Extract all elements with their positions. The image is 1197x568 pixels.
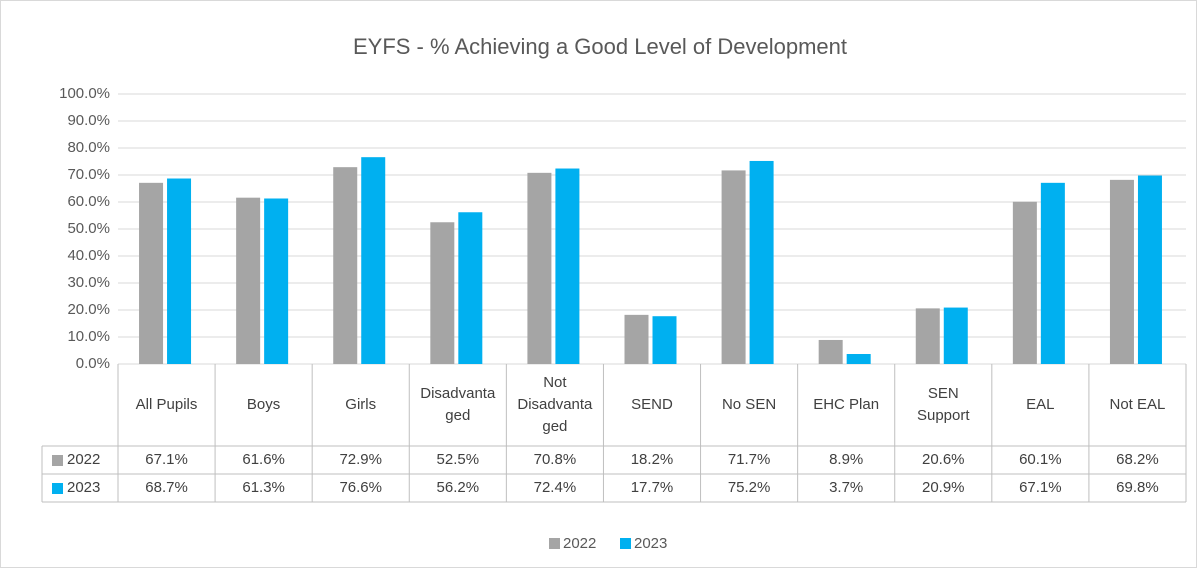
table-value: 56.2% [437, 479, 480, 496]
table-row-label: 2023 [67, 479, 100, 496]
table-value: 75.2% [728, 479, 771, 496]
bar [430, 222, 455, 364]
table-value: 67.1% [1019, 479, 1062, 496]
chart-title: EYFS - % Achieving a Good Level of Devel… [353, 34, 847, 59]
category-text: Disadvantaged [420, 385, 496, 424]
table-value: 72.9% [339, 451, 382, 468]
y-tick-label: 60.0% [67, 193, 110, 210]
category-text: No SEN [721, 396, 777, 413]
bar [361, 157, 386, 364]
table-value: 18.2% [631, 451, 674, 468]
table-value: 20.6% [922, 451, 965, 468]
category-text: SEND [631, 396, 673, 413]
category-text: Not Disadvantaged [517, 374, 593, 435]
x-tick-label: All Pupils [118, 364, 215, 446]
legend-label: 2022 [563, 535, 596, 552]
y-tick-label: 50.0% [67, 220, 110, 237]
bar [846, 354, 871, 364]
x-tick-label: No SEN [701, 364, 798, 446]
bar [333, 167, 358, 364]
legend-key [549, 538, 560, 549]
x-tick-label: Disadvantaged [409, 364, 506, 446]
x-tick-label: Not Disadvantaged [506, 364, 603, 446]
table-value: 3.7% [829, 479, 863, 496]
table-value: 72.4% [534, 479, 577, 496]
table-value: 52.5% [437, 451, 480, 468]
y-tick-label: 30.0% [67, 274, 110, 291]
bar [167, 178, 192, 364]
x-tick-label: EAL [992, 364, 1089, 446]
table-value: 67.1% [145, 451, 188, 468]
bar [139, 182, 164, 364]
y-tick-label: 0.0% [76, 355, 110, 372]
table-value: 61.3% [242, 479, 285, 496]
bar [624, 314, 649, 364]
y-tick-label: 80.0% [67, 139, 110, 156]
y-tick-label: 70.0% [67, 166, 110, 183]
bar [943, 307, 968, 364]
bar [1109, 179, 1134, 364]
table-value: 68.7% [145, 479, 188, 496]
category-text: EAL [1026, 396, 1055, 413]
y-tick-label: 40.0% [67, 247, 110, 264]
table-value: 68.2% [1116, 451, 1159, 468]
table-legend-key [52, 455, 63, 466]
bar [264, 198, 289, 364]
x-tick-label: SEND [603, 364, 700, 446]
table-legend-key [52, 483, 63, 494]
bar [652, 316, 677, 364]
legend-label: 2023 [634, 535, 667, 552]
bar [1137, 175, 1162, 364]
bar [236, 197, 261, 364]
bar [527, 172, 552, 364]
x-tick-label: Girls [312, 364, 409, 446]
y-tick-label: 100.0% [59, 85, 110, 102]
category-text: Girls [345, 396, 377, 413]
table-value: 20.9% [922, 479, 965, 496]
bar [721, 170, 746, 364]
x-tick-label: EHC Plan [798, 364, 895, 446]
category-text: Boys [246, 396, 281, 413]
table-value: 17.7% [631, 479, 674, 496]
table-value: 8.9% [829, 451, 863, 468]
x-tick-label: Boys [215, 364, 312, 446]
table-value: 61.6% [242, 451, 285, 468]
category-text: Not EAL [1109, 396, 1166, 413]
legend-key [620, 538, 631, 549]
table-value: 69.8% [1116, 479, 1159, 496]
category-text: All Pupils [135, 396, 198, 413]
table-value: 71.7% [728, 451, 771, 468]
bar [555, 168, 580, 364]
x-tick-label: SEN Support [895, 364, 992, 446]
category-text: EHC Plan [813, 396, 880, 413]
y-tick-label: 90.0% [67, 112, 110, 129]
table-value: 60.1% [1019, 451, 1062, 468]
table-value: 76.6% [339, 479, 382, 496]
category-text: SEN Support [916, 385, 970, 424]
table-row-label: 2022 [67, 451, 100, 468]
bar [458, 212, 483, 364]
x-tick-label: Not EAL [1089, 364, 1186, 446]
bar [1040, 182, 1065, 364]
bar [915, 308, 940, 364]
y-tick-label: 20.0% [67, 301, 110, 318]
table-value: 70.8% [534, 451, 577, 468]
bar [749, 160, 774, 364]
y-tick-label: 10.0% [67, 328, 110, 345]
bar [1012, 201, 1037, 364]
bar [818, 339, 843, 364]
